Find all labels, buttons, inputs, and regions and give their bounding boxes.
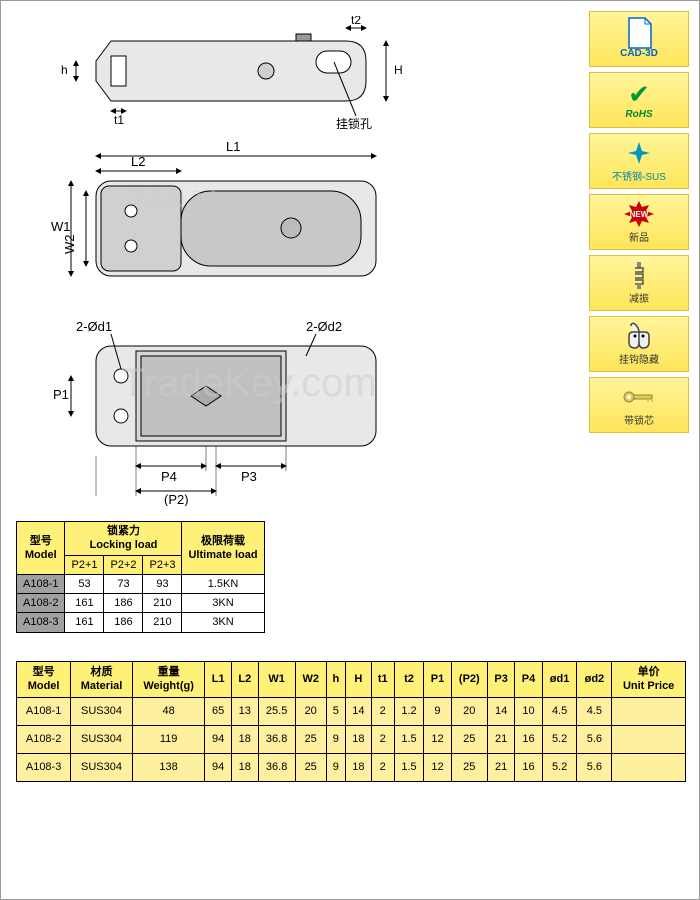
table-row: A108-1 537393 1.5KN xyxy=(17,574,265,593)
table-row: A108-1SUS30448 651325.5 20514 21.29 2014… xyxy=(17,697,686,725)
t2-h: L2 xyxy=(231,662,258,698)
table-row: A108-3SUS304138 941836.8 25918 21.512 25… xyxy=(17,753,686,781)
t2-h: 单价 Unit Price xyxy=(612,662,686,698)
dim-lockhole: 挂锁孔 xyxy=(336,116,372,131)
feature-sidebar: CAD-3D ✔ RoHS 不锈钢-SUS NEW 新品 减振 挂钩隐藏 带锁芯 xyxy=(589,11,689,438)
t2-h: W2 xyxy=(295,662,326,698)
dim-P4: P4 xyxy=(161,469,177,484)
dim-d1: 2-Ød1 xyxy=(76,319,112,334)
dim-P2: (P2) xyxy=(164,492,189,506)
dim-d2: 2-Ød2 xyxy=(306,319,342,334)
t2-h: H xyxy=(345,662,371,698)
side-rohs: ✔ RoHS xyxy=(589,72,689,128)
dim-t1: t1 xyxy=(114,113,124,127)
table-row: A108-3 161186210 3KN xyxy=(17,613,265,632)
side-sus: 不锈钢-SUS xyxy=(589,133,689,189)
technical-drawing: h H t1 t2 挂锁孔 L1 L2 W1 W2 2-Ød1 xyxy=(16,16,576,506)
side-damping: 减振 xyxy=(589,255,689,311)
t1-sub: P2+3 xyxy=(143,555,182,574)
t2-h: 型号 Model xyxy=(17,662,71,698)
side-lock-core: 带锁芯 xyxy=(589,377,689,433)
dimension-table: 型号 Model 材质 Material 重量 Weight(g) L1 L2 … xyxy=(16,661,686,782)
svg-text:NEW: NEW xyxy=(630,210,649,219)
dim-P1: P1 xyxy=(53,387,69,402)
t2-h: t1 xyxy=(371,662,394,698)
t2-h: 材质 Material xyxy=(71,662,133,698)
side-new: NEW 新品 xyxy=(589,194,689,250)
brand-watermark: TANJA xyxy=(131,186,225,214)
side-label: 带锁芯 xyxy=(624,412,654,427)
t2-h: L1 xyxy=(205,662,232,698)
t2-h: P3 xyxy=(487,662,514,698)
t1-ultimate-header: 极限荷载 Ultimate load xyxy=(182,522,264,575)
t2-h: P1 xyxy=(424,662,451,698)
t2-h: 重量 Weight(g) xyxy=(132,662,205,698)
side-cad3d: CAD-3D xyxy=(589,11,689,67)
dim-h: h xyxy=(61,63,68,77)
t2-h: P4 xyxy=(515,662,542,698)
table-row: A108-2SUS304119 941836.8 25918 21.512 25… xyxy=(17,725,686,753)
dim-W2: W2 xyxy=(62,235,77,255)
dim-L1: L1 xyxy=(226,139,240,154)
side-label: 挂钩隐藏 xyxy=(619,351,659,366)
dim-W1: W1 xyxy=(51,219,71,234)
side-label: CAD-3D xyxy=(620,48,658,59)
t1-sub: P2+1 xyxy=(65,555,104,574)
side-label: 不锈钢-SUS xyxy=(612,168,666,183)
load-table: 型号 Model 锁紧力 Locking load 极限荷载 Ultimate … xyxy=(16,521,265,633)
side-label: 新品 xyxy=(629,229,649,244)
t2-h: W1 xyxy=(258,662,295,698)
dim-t2: t2 xyxy=(351,16,361,27)
side-view: h H t1 t2 挂锁孔 xyxy=(61,16,403,131)
t2-h: t2 xyxy=(394,662,424,698)
side-label: 减振 xyxy=(629,290,649,305)
dim-L2: L2 xyxy=(131,154,145,169)
t1-sub: P2+2 xyxy=(104,555,143,574)
side-hidden-hook: 挂钩隐藏 xyxy=(589,316,689,372)
t2-h: ød2 xyxy=(577,662,612,698)
t2-h: ød1 xyxy=(542,662,577,698)
side-label: RoHS xyxy=(625,109,652,120)
t1-locking-header: 锁紧力 Locking load xyxy=(65,522,182,556)
t1-model-header: 型号 Model xyxy=(17,522,65,575)
dim-P3: P3 xyxy=(241,469,257,484)
table-row: A108-2 161186210 3KN xyxy=(17,594,265,613)
bottom-view: 2-Ød1 2-Ød2 P1 P4 (P2) P3 xyxy=(53,319,376,506)
dim-H: H xyxy=(394,63,403,77)
t2-h: h xyxy=(326,662,345,698)
t2-h: (P2) xyxy=(451,662,487,698)
